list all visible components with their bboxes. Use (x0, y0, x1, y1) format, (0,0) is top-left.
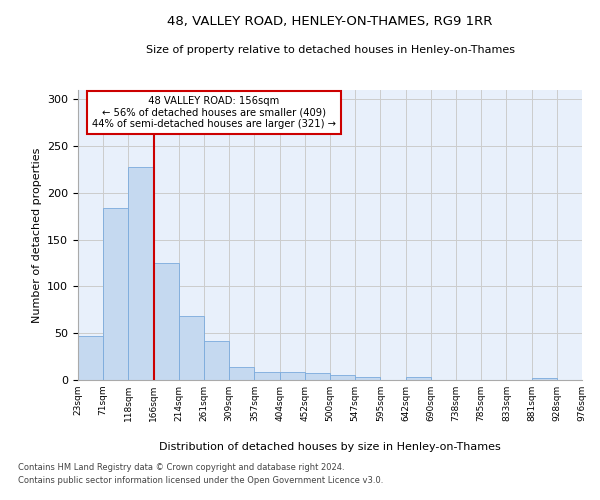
Bar (154, 263, 179, 380)
Bar (254, 372, 280, 380)
Text: Distribution of detached houses by size in Henley-on-Thames: Distribution of detached houses by size … (159, 442, 501, 452)
Bar (330, 376, 355, 380)
Bar (229, 367, 254, 380)
Bar (532, 378, 557, 380)
Bar (305, 374, 330, 380)
Bar (103, 208, 128, 380)
Text: 48 VALLEY ROAD: 156sqm  
← 56% of detached houses are smaller (409)
44% of semi-: 48 VALLEY ROAD: 156sqm ← 56% of detached… (92, 96, 336, 129)
Bar (204, 340, 229, 380)
Bar (406, 377, 431, 380)
Text: Contains HM Land Registry data © Crown copyright and database right 2024.: Contains HM Land Registry data © Crown c… (18, 464, 344, 472)
Bar (280, 372, 305, 380)
Bar (78, 336, 103, 380)
Text: Contains public sector information licensed under the Open Government Licence v3: Contains public sector information licen… (18, 476, 383, 485)
Bar (128, 166, 154, 380)
Text: 48, VALLEY ROAD, HENLEY-ON-THAMES, RG9 1RR: 48, VALLEY ROAD, HENLEY-ON-THAMES, RG9 1… (167, 15, 493, 28)
Bar (355, 377, 380, 380)
Text: Size of property relative to detached houses in Henley-on-Thames: Size of property relative to detached ho… (146, 45, 515, 55)
Bar (179, 316, 204, 380)
Y-axis label: Number of detached properties: Number of detached properties (32, 148, 41, 322)
